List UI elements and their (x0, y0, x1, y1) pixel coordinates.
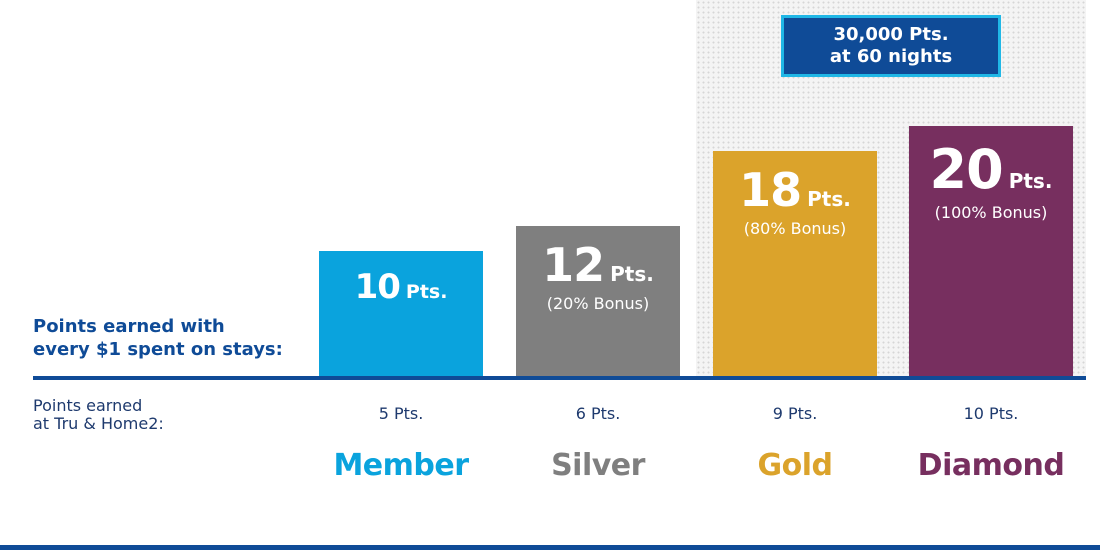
chart-baseline (33, 376, 1086, 380)
tru-home2-line2: at Tru & Home2: (33, 414, 164, 433)
bar-bonus-label: (20% Bonus) (546, 294, 650, 313)
bar-bonus-label: (80% Bonus) (743, 219, 847, 238)
callout-line1: 30,000 Pts. (833, 24, 949, 45)
bar-silver: 12 Pts. (20% Bonus) (516, 226, 680, 377)
bar-value: 12 (542, 238, 605, 292)
bar-bonus-label: (100% Bonus) (934, 203, 1048, 222)
tru-home2-points-silver: 6 Pts. (575, 404, 621, 423)
bar-gold: 18 Pts. (80% Bonus) (713, 151, 877, 377)
bottom-rule (0, 545, 1100, 550)
callout-line2: at 60 nights (829, 46, 953, 67)
bar-value-label: 12 Pts. (516, 238, 680, 292)
bar-value: 18 (739, 163, 802, 217)
bar-value-label: 18 Pts. (713, 163, 877, 217)
tier-label-silver: Silver (551, 448, 645, 483)
bar-unit: Pts. (807, 187, 851, 211)
tier-label-member: Member (333, 448, 469, 483)
bar-value: 20 (929, 138, 1004, 201)
bar-member: 10 Pts. (319, 251, 483, 377)
bar-value-label: 20 Pts. (909, 138, 1073, 201)
bar-unit: Pts. (405, 281, 448, 303)
tru-home2-label: Points earned at Tru & Home2: (33, 397, 164, 433)
nights-callout: 30,000 Pts. at 60 nights (781, 15, 1001, 77)
tier-label-diamond: Diamond (917, 448, 1065, 483)
points-earned-label: Points earned with every $1 spent on sta… (33, 315, 283, 361)
bar-value: 10 (354, 267, 401, 307)
bar-diamond: 20 Pts. (100% Bonus) (909, 126, 1073, 377)
bar-unit: Pts. (610, 262, 654, 286)
tru-home2-points-diamond: 10 Pts. (963, 404, 1019, 423)
bar-value-label: 10 Pts. (319, 267, 483, 307)
points-earned-line1: Points earned with (33, 316, 225, 337)
tru-home2-line1: Points earned (33, 396, 143, 415)
tier-label-gold: Gold (757, 448, 834, 483)
points-earned-line2: every $1 spent on stays: (33, 339, 283, 360)
tru-home2-points-gold: 9 Pts. (772, 404, 818, 423)
bar-unit: Pts. (1008, 169, 1053, 193)
tru-home2-points-member: 5 Pts. (378, 404, 424, 423)
